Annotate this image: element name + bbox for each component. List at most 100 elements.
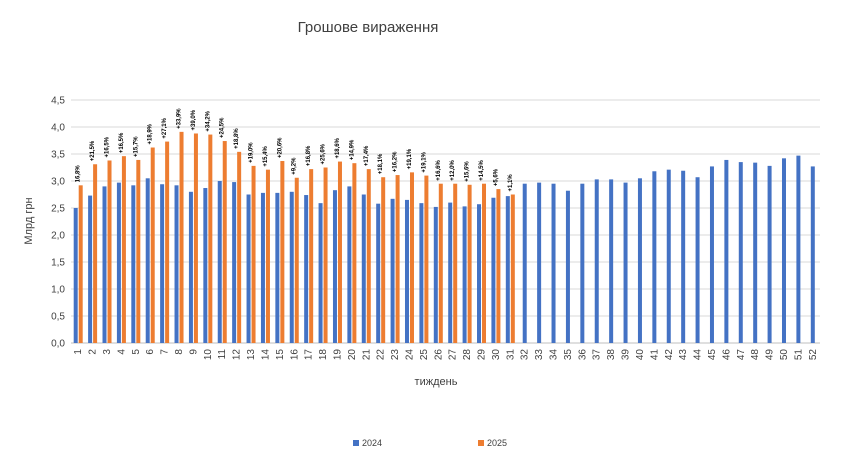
x-tick-label: 34 (549, 349, 560, 361)
x-axis-ticks: 1 2 3 4 5 6 7 8 9 10 11 12 13 14 15 16 17 18 19 20 21 22 23 24 2… (73, 349, 819, 361)
y-tick-label: 1,5 (51, 258, 65, 269)
x-tick-label: 4 (116, 349, 127, 355)
bar-2025 (424, 175, 429, 343)
bar-2024 (160, 184, 165, 343)
x-tick-label: 13 (246, 349, 257, 361)
x-tick-label: 7 (160, 349, 171, 355)
x-tick-label: 17 (304, 349, 315, 361)
bar-2024 (537, 182, 542, 343)
y-tick-label: 0,5 (51, 312, 65, 323)
data-label: +12,0% (450, 160, 456, 181)
bar-2024 (347, 186, 352, 343)
bar-2024 (390, 198, 395, 343)
bar-2024 (522, 183, 527, 343)
bar-2024 (594, 179, 599, 343)
legend-label-2025: 2025 (487, 438, 507, 448)
bar-2025 (496, 189, 501, 343)
bar-2024 (462, 206, 467, 343)
bar-2024 (491, 197, 496, 343)
x-tick-label: 18 (318, 349, 329, 361)
bar-2025 (409, 172, 414, 343)
bar-2025 (208, 134, 213, 343)
x-tick-label: 2 (88, 349, 99, 355)
data-label: +16,8% (306, 145, 312, 166)
data-label: +19,1% (407, 148, 413, 169)
x-tick-label: 29 (477, 349, 488, 361)
bar-2024 (332, 190, 337, 343)
x-tick-label: 48 (750, 349, 761, 361)
x-tick-label: 42 (664, 349, 675, 361)
x-tick-label: 15 (275, 349, 286, 361)
chart-title: Грошове вираження (298, 19, 439, 36)
x-tick-label: 36 (577, 349, 588, 361)
legend-swatch-2024 (353, 440, 359, 446)
data-label: +20,6% (277, 137, 283, 158)
x-tick-label: 31 (505, 349, 516, 361)
x-tick-label: 43 (678, 349, 689, 361)
data-label: +9,2% (292, 157, 298, 175)
bar-2025 (107, 160, 112, 343)
data-label: +34,2% (205, 110, 211, 131)
x-tick-label: 1 (73, 349, 84, 355)
bar-2024 (637, 178, 642, 343)
bar-2025 (438, 183, 443, 343)
y-tick-label: 4,5 (51, 96, 65, 107)
x-tick-label: 30 (491, 349, 502, 361)
data-label: +14,5% (479, 160, 485, 181)
bar-2024 (318, 203, 323, 343)
x-tick-label: 27 (448, 349, 459, 361)
bar-2024 (232, 182, 237, 343)
y-tick-label: 1,0 (51, 285, 65, 296)
y-axis-ticks: 0,0 0,5 1,0 1,5 2,0 2,5 3,0 3,5 4,0 4,5 (51, 96, 65, 350)
x-tick-label: 3 (102, 349, 113, 355)
data-label: +25,6% (321, 143, 327, 164)
bar-2025 (78, 185, 83, 343)
x-tick-label: 20 (347, 349, 358, 361)
bar-2025 (150, 147, 155, 343)
x-tick-label: 28 (462, 349, 473, 361)
data-label: +33,9% (177, 108, 183, 129)
x-tick-label: 40 (635, 349, 646, 361)
bar-2024 (304, 195, 309, 343)
bar-2025 (323, 167, 328, 343)
data-label: +21,5% (90, 140, 96, 161)
bar-2024 (623, 182, 628, 343)
y-tick-label: 3,5 (51, 150, 65, 161)
data-label: +15,7% (133, 136, 139, 157)
data-label: 16,8% (76, 165, 82, 183)
bar-2024 (810, 166, 815, 343)
x-tick-label: 45 (707, 349, 718, 361)
bar-2024 (505, 196, 510, 343)
data-label: +27,1% (162, 117, 168, 138)
x-tick-label: 21 (361, 349, 372, 361)
x-tick-label: 12 (232, 349, 243, 361)
bar-2024 (188, 191, 193, 343)
x-tick-label: 52 (808, 349, 819, 361)
x-tick-label: 10 (203, 349, 214, 361)
x-tick-label: 14 (260, 349, 271, 361)
data-label: +17,4% (364, 145, 370, 166)
x-tick-label: 5 (131, 349, 142, 355)
bar-2024 (652, 171, 657, 343)
x-tick-label: 16 (289, 349, 300, 361)
x-tick-label: 44 (693, 349, 704, 361)
data-label: +16,5% (105, 136, 111, 157)
bar-2025 (467, 184, 472, 343)
y-tick-label: 0,0 (51, 339, 65, 350)
bar-2024 (477, 204, 482, 343)
bar-2024 (102, 186, 107, 343)
legend: 2024 2025 (353, 438, 507, 448)
x-tick-label: 24 (404, 349, 415, 361)
bar-2024 (88, 195, 93, 343)
bar-2025 (265, 169, 270, 343)
bar-2024 (753, 162, 758, 343)
x-tick-label: 50 (779, 349, 790, 361)
x-axis-title: тиждень (415, 376, 458, 388)
x-tick-label: 46 (721, 349, 732, 361)
bar-2025 (237, 151, 242, 343)
x-tick-label: 35 (563, 349, 574, 361)
bar-2024 (565, 190, 570, 343)
bar-2024 (217, 181, 222, 343)
legend-swatch-2025 (478, 440, 484, 446)
